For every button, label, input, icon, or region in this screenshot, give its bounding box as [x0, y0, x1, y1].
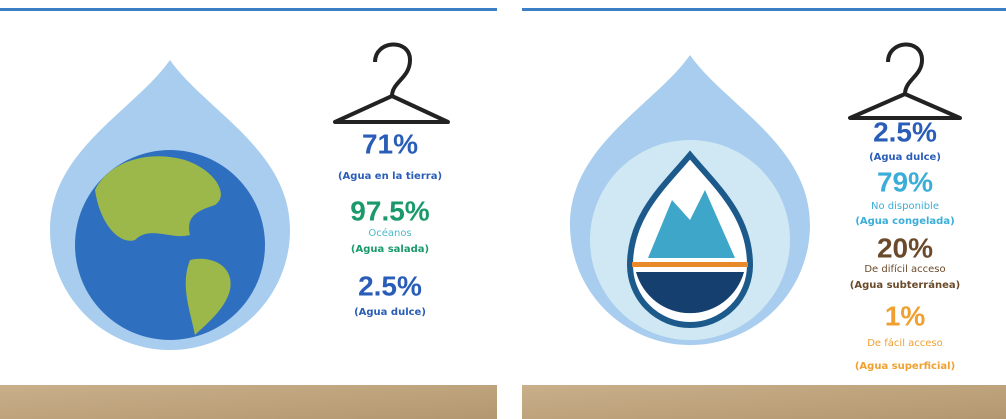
stat-value: 1%: [885, 300, 926, 331]
top-rule: [522, 8, 1006, 11]
continent: [95, 156, 221, 241]
stat-label: (Agua salada): [351, 244, 429, 255]
stat-sub: De difícil acceso: [864, 263, 945, 275]
stat-label: (Agua superficial): [855, 361, 955, 372]
stat-value: 20%: [877, 232, 933, 263]
sand-strip: [0, 385, 497, 419]
continent: [185, 258, 231, 335]
stat-value: 97.5%: [350, 195, 429, 226]
stat-value: 2.5%: [873, 116, 937, 147]
sand-strip: [522, 385, 1006, 419]
stat-label: (Agua en la tierra): [338, 171, 442, 182]
stat-sub: Océanos: [368, 227, 411, 239]
hanger-icon: [333, 42, 450, 124]
stat-label: (Agua dulce): [869, 152, 941, 163]
top-rule: [0, 8, 497, 11]
water-line: [632, 262, 748, 267]
hanger-icon: [848, 42, 962, 120]
stat-label: (Agua congelada): [855, 216, 954, 227]
iceberg: [648, 190, 735, 258]
water: [636, 272, 744, 314]
stat-value: 2.5%: [358, 270, 422, 301]
stat-value: 79%: [877, 166, 933, 197]
stat-label: (Agua subterránea): [850, 279, 960, 291]
stat-label: (Agua dulce): [354, 307, 426, 318]
stat-sub: No disponible: [871, 201, 939, 212]
stat-value: 71%: [362, 128, 418, 159]
stat-sub: De fácil acceso: [867, 337, 943, 349]
